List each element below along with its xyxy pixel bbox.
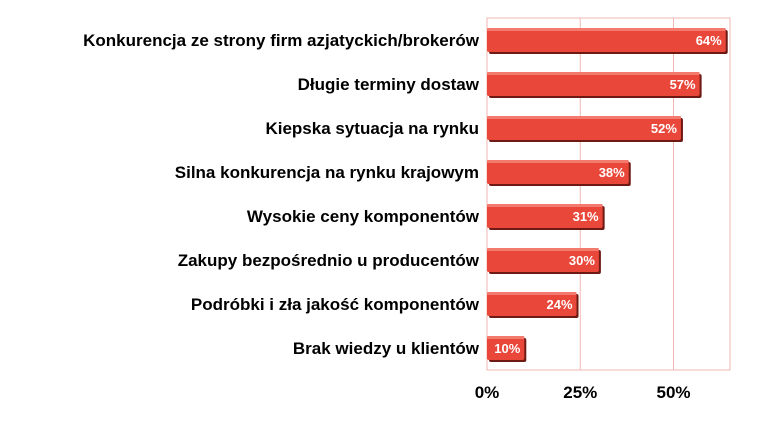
bar <box>487 248 599 272</box>
bar-highlight <box>487 160 629 163</box>
category-label: Zakupy bezpośrednio u producentów <box>178 251 480 270</box>
category-label: Silna konkurencja na rynku krajowym <box>175 163 479 182</box>
category-label: Długie terminy dostaw <box>298 75 480 94</box>
x-tick-label: 25% <box>563 383 597 402</box>
value-label: 57% <box>670 77 696 92</box>
category-label: Kiepska sytuacja na rynku <box>265 119 479 138</box>
bar-highlight <box>487 116 681 119</box>
category-label: Brak wiedzy u klientów <box>293 339 480 358</box>
bar <box>487 336 525 360</box>
value-label: 31% <box>573 209 599 224</box>
category-label: Konkurencja ze strony firm azjatyckich/b… <box>83 31 480 50</box>
bar <box>487 160 629 184</box>
bar-highlight <box>487 204 603 207</box>
bar-highlight <box>487 72 700 75</box>
bar-highlight <box>487 248 599 251</box>
category-label: Podróbki i zła jakość komponentów <box>191 295 480 314</box>
x-tick-label: 50% <box>656 383 690 402</box>
value-label: 30% <box>569 253 595 268</box>
value-label: 10% <box>494 341 520 356</box>
bar <box>487 204 603 228</box>
bar-highlight <box>487 292 577 295</box>
bar <box>487 72 700 96</box>
category-label: Wysokie ceny komponentów <box>247 207 480 226</box>
value-label: 38% <box>599 165 625 180</box>
value-label: 64% <box>696 33 722 48</box>
value-label: 24% <box>546 297 572 312</box>
bar <box>487 28 726 52</box>
bar <box>487 292 577 316</box>
bar-highlight <box>487 28 726 31</box>
bar-highlight <box>487 336 525 339</box>
bar <box>487 116 681 140</box>
value-label: 52% <box>651 121 677 136</box>
x-tick-label: 0% <box>475 383 500 402</box>
